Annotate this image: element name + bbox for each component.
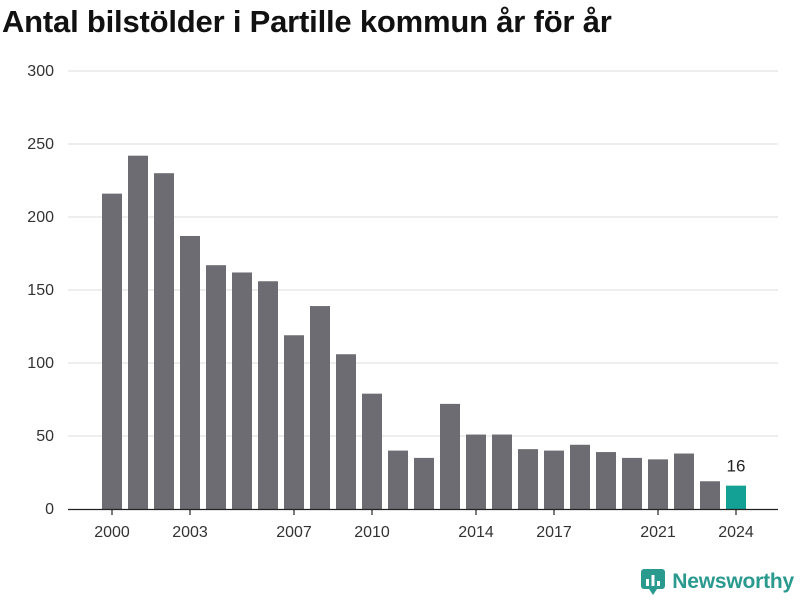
bar [310,306,330,509]
bar [440,403,460,509]
bar [154,173,174,509]
x-tick-label: 2010 [354,524,390,541]
bar [180,235,200,510]
bars [102,155,746,510]
x-tick-label: 2017 [536,524,572,541]
x-axis: 2000 2003 2007 2010 2014 2017 2021 2024 [68,508,778,541]
bar [206,265,226,509]
y-tick-label: 50 [36,428,54,445]
bar [648,459,668,509]
newsworthy-logo-icon [641,569,666,595]
x-tick-label: 2007 [276,524,312,541]
bar [466,434,486,509]
y-tick-label: 0 [45,501,54,518]
bar [492,434,512,509]
bar [102,193,122,509]
bar [570,444,590,509]
bar [388,450,408,509]
y-axis-ticks: 0 50 100 150 200 250 300 [27,63,54,518]
highlight-value-label: 16 [727,457,746,476]
x-tick-label: 2000 [94,524,130,541]
newsworthy-brand: Newsworthy [640,568,794,596]
bar [700,481,720,509]
x-tick-label: 2014 [458,524,494,541]
x-tick-label: 2024 [718,524,754,541]
bar [232,272,252,509]
gridlines [68,70,778,437]
y-tick-label: 200 [27,209,54,226]
bar [414,457,434,509]
data-labels: 16 [727,457,746,476]
bar [622,457,642,509]
bar-highlight [726,485,746,509]
y-tick-label: 300 [27,63,54,80]
bar [518,449,538,509]
bar [544,450,564,509]
y-tick-label: 250 [27,136,54,153]
bar [362,393,382,509]
bar [674,453,694,509]
y-tick-label: 100 [27,355,54,372]
bar [596,452,616,509]
y-tick-label: 150 [27,282,54,299]
bar [336,354,356,509]
chart-title: Antal bilstölder i Partille kommun år fö… [2,4,612,39]
bar [284,335,304,509]
bar [128,155,148,509]
brand-name: Newsworthy [672,570,794,593]
x-tick-label: 2003 [172,524,208,541]
bar [258,281,278,509]
x-tick-label: 2021 [640,524,676,541]
